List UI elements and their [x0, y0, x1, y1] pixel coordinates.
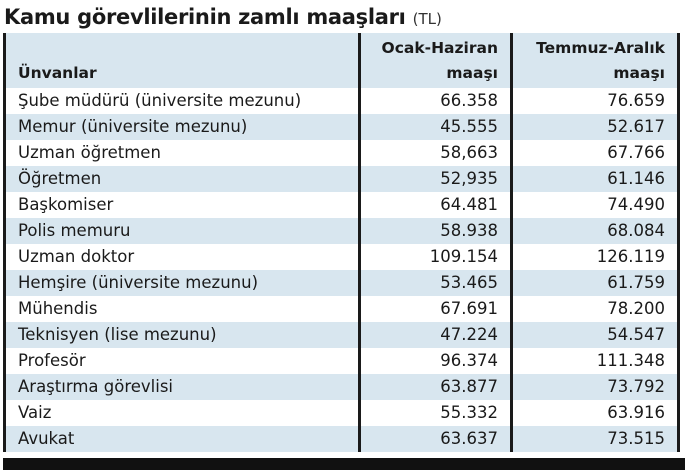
header-jul-dec-line2: maaşı: [613, 64, 665, 82]
table-row: Uzman doktor 109.154 126.119: [3, 244, 680, 270]
cell-title: Profesör: [3, 348, 358, 374]
cell-jul-dec: 61.146: [510, 166, 680, 192]
cell-title: Avukat: [3, 426, 358, 452]
cell-jan-jun: 52,935: [358, 166, 510, 192]
cell-jul-dec: 54.547: [510, 322, 680, 348]
cell-jul-dec: 111.348: [510, 348, 680, 374]
cell-title: Uzman doktor: [3, 244, 358, 270]
cell-jan-jun: 58.938: [358, 218, 510, 244]
cell-jul-dec: 78.200: [510, 296, 680, 322]
table-row: Şube müdürü (üniversite mezunu) 66.358 7…: [3, 88, 680, 114]
cell-jan-jun: 55.332: [358, 400, 510, 426]
cell-jan-jun: 47.224: [358, 322, 510, 348]
cell-title: Öğretmen: [3, 166, 358, 192]
cell-jan-jun: 58,663: [358, 140, 510, 166]
cell-jul-dec: 126.119: [510, 244, 680, 270]
cell-jan-jun: 63.637: [358, 426, 510, 452]
cell-jul-dec: 52.617: [510, 114, 680, 140]
cell-jul-dec: 74.490: [510, 192, 680, 218]
table-row: Uzman öğretmen 58,663 67.766: [3, 140, 680, 166]
table-row: Hemşire (üniversite mezunu) 53.465 61.75…: [3, 270, 680, 296]
header-jul-dec: Temmuz-Aralık maaşı: [510, 33, 680, 88]
cell-title: Polis memuru: [3, 218, 358, 244]
table-header: Ünvanlar Ocak-Haziran maaşı Temmuz-Aralı…: [3, 33, 680, 88]
cell-jan-jun: 45.555: [358, 114, 510, 140]
cell-title: Mühendis: [3, 296, 358, 322]
cell-jul-dec: 61.759: [510, 270, 680, 296]
page-title: Kamu görevlilerinin zamlı maaşları (TL): [4, 2, 442, 32]
cell-title: Uzman öğretmen: [3, 140, 358, 166]
cell-title: Vaiz: [3, 400, 358, 426]
cell-title: Şube müdürü (üniversite mezunu): [3, 88, 358, 114]
table-row: Avukat 63.637 73.515: [3, 426, 680, 452]
cell-jan-jun: 63.877: [358, 374, 510, 400]
table-row: Memur (üniversite mezunu) 45.555 52.617: [3, 114, 680, 140]
bottom-bar: [3, 458, 685, 470]
cell-jul-dec: 63.916: [510, 400, 680, 426]
cell-jan-jun: 66.358: [358, 88, 510, 114]
table-row: Vaiz 55.332 63.916: [3, 400, 680, 426]
table-row: Polis memuru 58.938 68.084: [3, 218, 680, 244]
cell-title: Araştırma görevlisi: [3, 374, 358, 400]
table-row: Öğretmen 52,935 61.146: [3, 166, 680, 192]
cell-title: Başkomiser: [3, 192, 358, 218]
cell-title: Hemşire (üniversite mezunu): [3, 270, 358, 296]
cell-jul-dec: 73.515: [510, 426, 680, 452]
salary-table: Ünvanlar Ocak-Haziran maaşı Temmuz-Aralı…: [3, 33, 680, 452]
cell-jan-jun: 96.374: [358, 348, 510, 374]
cell-jan-jun: 67.691: [358, 296, 510, 322]
cell-jan-jun: 53.465: [358, 270, 510, 296]
header-titles-label: Ünvanlar: [18, 64, 97, 82]
cell-jan-jun: 64.481: [358, 192, 510, 218]
cell-jul-dec: 76.659: [510, 88, 680, 114]
cell-jul-dec: 68.084: [510, 218, 680, 244]
header-jan-jun: Ocak-Haziran maaşı: [358, 33, 510, 88]
table-row: Teknisyen (lise mezunu) 47.224 54.547: [3, 322, 680, 348]
table-row: Araştırma görevlisi 63.877 73.792: [3, 374, 680, 400]
header-jul-dec-line1: Temmuz-Aralık: [536, 39, 665, 57]
header-titles: Ünvanlar: [3, 33, 358, 88]
table-row: Profesör 96.374 111.348: [3, 348, 680, 374]
table-row: Başkomiser 64.481 74.490: [3, 192, 680, 218]
cell-jul-dec: 73.792: [510, 374, 680, 400]
title-unit: (TL): [412, 10, 442, 28]
cell-title: Teknisyen (lise mezunu): [3, 322, 358, 348]
header-jan-jun-line1: Ocak-Haziran: [381, 39, 498, 57]
header-jan-jun-line2: maaşı: [446, 64, 498, 82]
table-row: Mühendis 67.691 78.200: [3, 296, 680, 322]
cell-jan-jun: 109.154: [358, 244, 510, 270]
cell-jul-dec: 67.766: [510, 140, 680, 166]
title-main: Kamu görevlilerinin zamlı maaşları: [4, 5, 406, 29]
cell-title: Memur (üniversite mezunu): [3, 114, 358, 140]
